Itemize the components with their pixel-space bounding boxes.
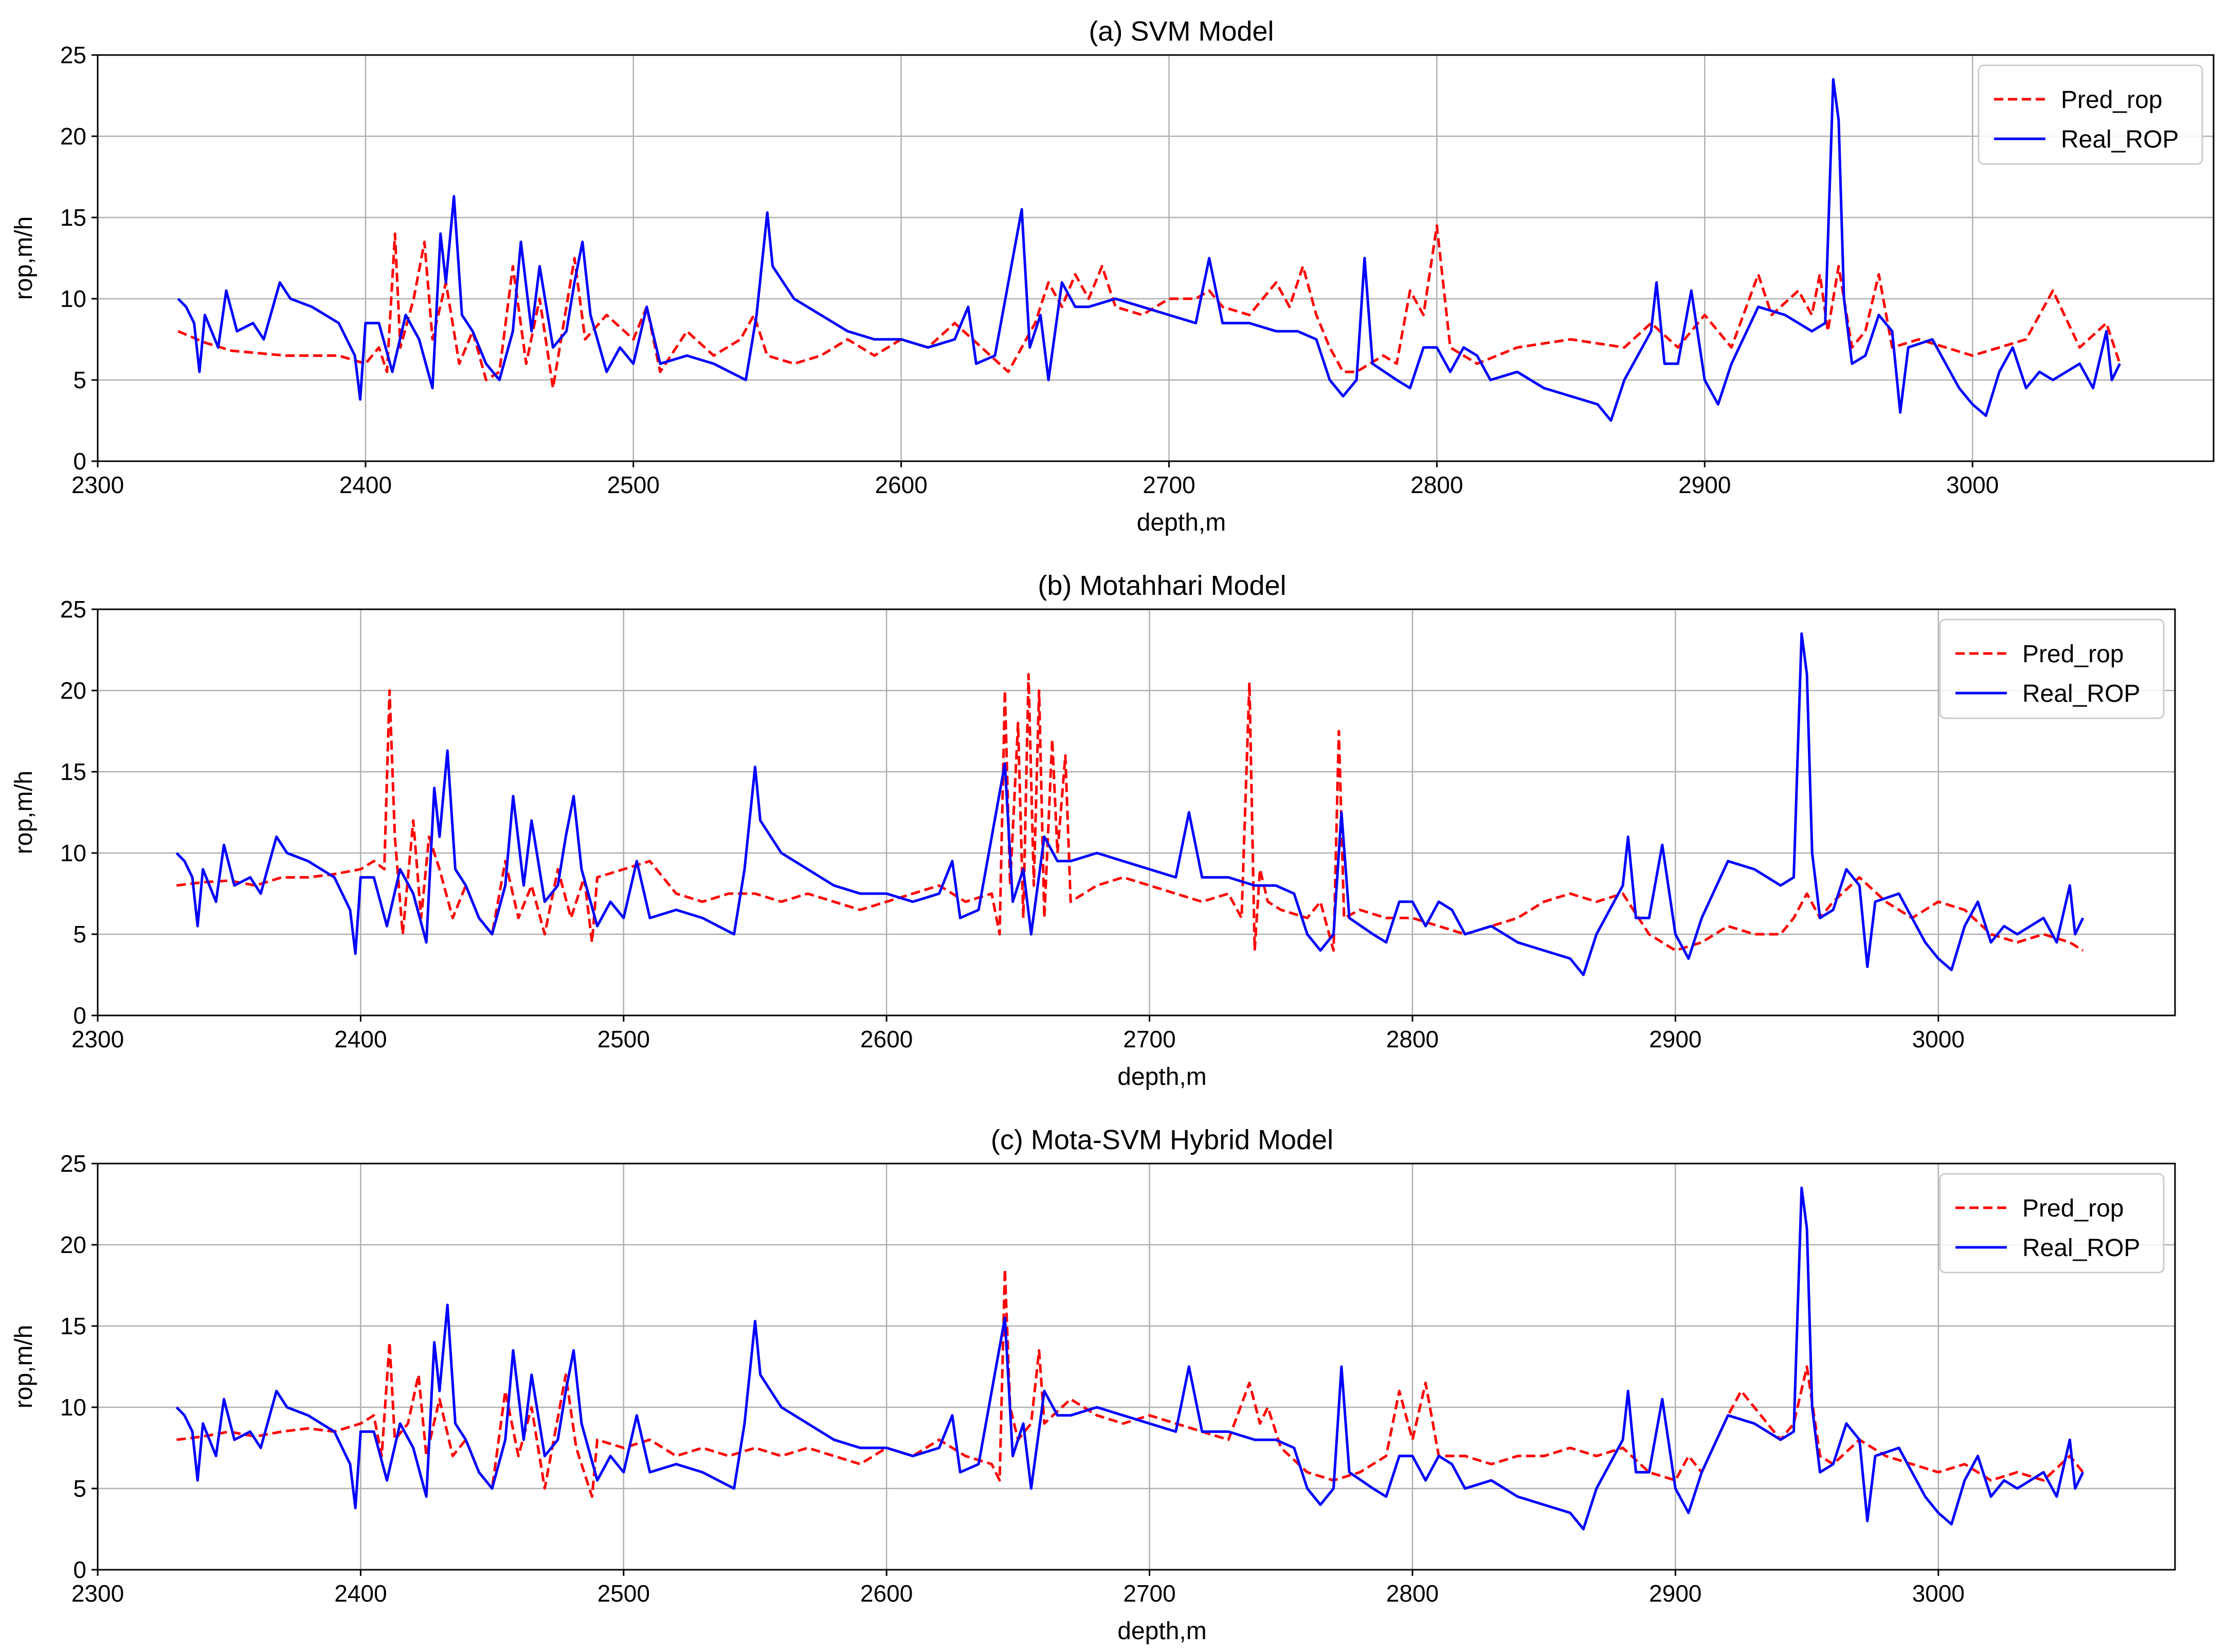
legend-label-real: Real_ROP [2022,680,2140,707]
x-tick-label: 2300 [71,1580,124,1607]
y-tick-label: 20 [60,677,86,704]
legend-label-real: Real_ROP [2061,126,2179,153]
series-line-pred-rop [176,1267,2084,1498]
x-tick-label: 2700 [1123,1580,1175,1607]
x-tick-label: 2600 [860,1026,913,1052]
y-tick-label: 20 [60,1231,86,1258]
x-tick-label: 3000 [1912,1580,1965,1607]
y-axis-label: rop,m/h [10,1325,38,1409]
panel-1: 2300 2400 2500 2600 2700 2800 2900 3000 0 5 10 15 20… [10,16,2215,536]
y-tick-label: 0 [73,1002,86,1029]
y-axis-label: rop,m/h [10,771,38,855]
x-tick-label: 2300 [71,471,124,498]
x-tick-label: 2900 [1649,1026,1701,1052]
y-tick-label: 5 [73,367,86,393]
y-tick-label: 10 [60,1394,86,1421]
x-tick-label: 3000 [1946,471,1999,498]
y-tick-label: 25 [60,42,86,68]
x-axis-label: depth,m [1137,509,1226,536]
x-tick-label: 2800 [1386,1580,1439,1607]
x-axis-label: depth,m [1117,1063,1206,1091]
chart-title: (c) Mota-SVM Hybrid Model [991,1124,1333,1155]
x-tick-label: 2500 [607,471,660,498]
legend-label-real: Real_ROP [2022,1235,2140,1262]
legend-label-pred: Pred_rop [2061,86,2162,114]
axes-frame [97,54,2215,462]
y-tick-label: 15 [60,758,86,785]
y-tick-label: 15 [60,204,86,231]
x-tick-label: 2700 [1123,1026,1175,1052]
y-tick-label: 10 [60,840,86,866]
axes-frame [97,1163,2176,1571]
y-tick-label: 20 [60,123,86,150]
x-tick-label: 2800 [1410,471,1463,498]
axes-frame [97,608,2176,1016]
x-tick-label: 2300 [71,1026,124,1052]
legend: Pred_rop Real_ROP [1978,64,2203,165]
legend-label-pred: Pred_rop [2022,641,2124,668]
chart-title: (a) SVM Model [1089,16,1274,47]
x-tick-label: 2600 [875,471,927,498]
y-tick-label: 15 [60,1313,86,1339]
series-line-pred-rop [177,224,2122,390]
x-tick-label: 2900 [1678,471,1731,498]
y-tick-label: 10 [60,285,86,312]
y-tick-label: 25 [60,1150,86,1177]
y-tick-label: 5 [73,921,86,948]
x-tick-label: 2400 [334,1580,387,1607]
series-line-real-rop [177,78,2121,422]
series-line-pred-rop [176,673,2084,952]
y-tick-label: 25 [60,596,86,623]
x-tick-label: 2900 [1649,1580,1701,1607]
y-tick-label: 0 [73,1556,86,1583]
series-line-real-rop [175,1186,2085,1531]
legend: Pred_rop Real_ROP [1939,1173,2165,1274]
y-axis-label: rop,m/h [10,216,38,300]
x-tick-label: 2500 [597,1580,650,1607]
series-line-real-rop [175,632,2085,976]
x-tick-label: 2500 [597,1026,650,1052]
chart-title: (b) Motahhari Model [1038,570,1286,601]
x-tick-label: 2700 [1143,471,1195,498]
x-tick-label: 3000 [1912,1026,1965,1052]
x-tick-label: 2400 [334,1026,387,1052]
x-tick-label: 2400 [339,471,392,498]
x-tick-label: 2600 [860,1580,913,1607]
x-tick-label: 2800 [1386,1026,1439,1052]
legend-label-pred: Pred_rop [2022,1195,2124,1222]
panel-2: 2300 2400 2500 2600 2700 2800 2900 3000 0 5 10 15 20… [10,570,2176,1091]
x-axis-label: depth,m [1117,1618,1206,1645]
panel-3: 2300 2400 2500 2600 2700 2800 2900 3000 0 5 10 15 20… [10,1124,2176,1645]
y-tick-label: 5 [73,1475,86,1502]
y-tick-label: 0 [73,448,86,475]
legend: Pred_rop Real_ROP [1939,619,2165,719]
